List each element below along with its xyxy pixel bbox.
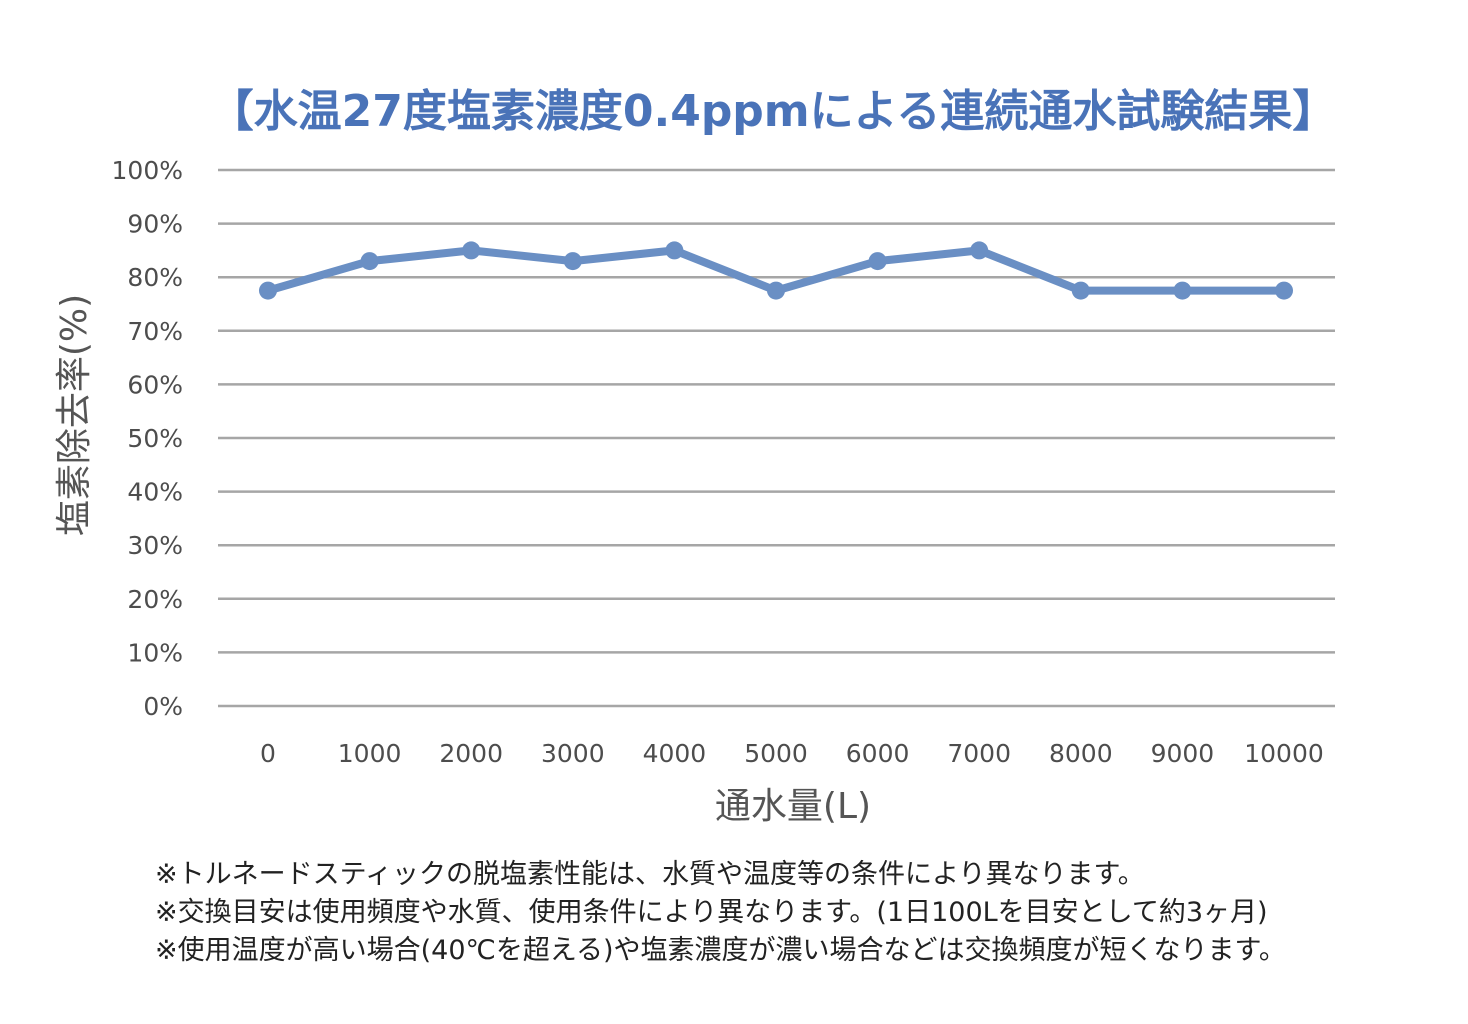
footnotes: ※トルネードスティックの脱塩素性能は、水質や温度等の条件により異なります。 ※交… [155, 856, 1455, 970]
y-tick-label: 90% [127, 210, 183, 239]
data-point [462, 241, 481, 260]
x-tick-label: 10000 [1244, 739, 1324, 768]
data-point [360, 252, 379, 271]
x-tick-label: 7000 [947, 739, 1011, 768]
data-point [970, 241, 989, 260]
x-tick-label: 3000 [541, 739, 605, 768]
x-tick-label: 1000 [338, 739, 402, 768]
chart-title: 【水温27度塩素濃度0.4ppmによる連続通水試験結果】 [210, 86, 1337, 137]
data-point [1071, 281, 1090, 300]
y-axis-title: 塩素除去率(%) [54, 294, 95, 536]
data-point [1275, 281, 1293, 300]
grid [218, 168, 1335, 708]
data-point [767, 281, 785, 300]
data-point [1173, 281, 1192, 300]
x-axis-title: 通水量(L) [715, 786, 871, 827]
x-tick-label: 9000 [1151, 739, 1215, 768]
y-tick-label: 0% [143, 692, 183, 721]
y-tick-label: 10% [127, 638, 183, 667]
footnote: ※トルネードスティックの脱塩素性能は、水質や温度等の条件により異なります。 [155, 859, 1145, 890]
series [259, 241, 1293, 300]
x-tick-label: 6000 [846, 739, 910, 768]
footnote: ※交換目安は使用頻度や水質、使用条件により異なります。(1日100Lを目安として… [155, 897, 1268, 928]
data-point [259, 281, 277, 300]
y-tick-label: 100% [112, 156, 183, 185]
x-tick-label: 2000 [439, 739, 503, 768]
y-tick-label: 70% [127, 317, 183, 346]
x-tick-label: 8000 [1049, 739, 1113, 768]
y-tick-label: 60% [127, 370, 183, 399]
y-tick-label: 40% [127, 478, 183, 507]
y-tick-label: 20% [127, 585, 183, 614]
data-point [665, 241, 684, 260]
y-tick-label: 80% [127, 263, 183, 292]
x-tick-label: 5000 [744, 739, 808, 768]
x-tick-labels: 0 1000 2000 3000 4000 5000 6000 7000 8000 9000 100… [260, 739, 1324, 768]
y-tick-label: 30% [127, 531, 183, 560]
y-tick-labels: 0% 10% 20% 30% 40% 50% 60% 70% 80% 90% 100% [112, 156, 183, 721]
data-point [868, 252, 887, 271]
data-point [563, 252, 582, 271]
footnote: ※使用温度が高い場合(40℃を超える)や塩素濃度が濃い場合などは交換頻度が短くな… [155, 935, 1286, 966]
x-tick-label: 4000 [643, 739, 707, 768]
x-tick-label: 0 [260, 739, 276, 768]
y-tick-label: 50% [127, 424, 183, 453]
